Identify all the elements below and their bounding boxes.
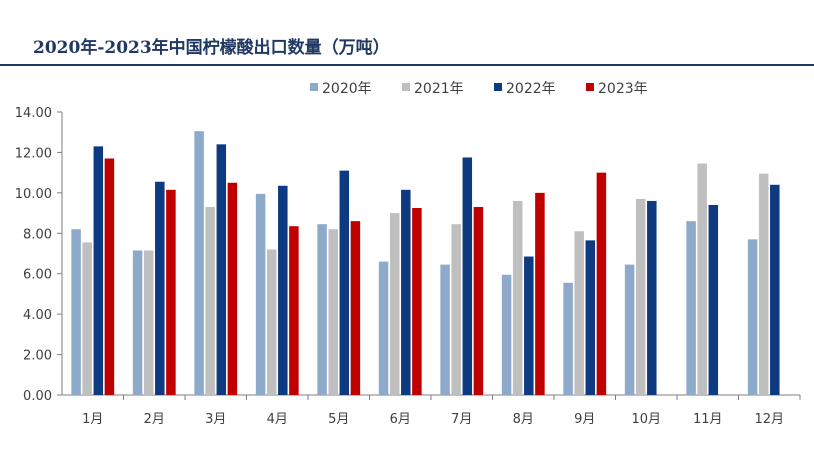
bar xyxy=(289,226,299,395)
bar xyxy=(747,239,758,395)
bar xyxy=(93,146,104,395)
x-tick-label: 5月 xyxy=(328,412,349,427)
bar xyxy=(266,249,277,395)
bar xyxy=(389,213,400,395)
bar xyxy=(697,163,707,395)
legend-label: 2020年 xyxy=(322,81,372,97)
y-tick-label: 0.00 xyxy=(23,389,52,404)
axes: 0.00 2.00 4.00 6.00 8.00 10.00 12.00 14.00 1月 2月 3… xyxy=(15,106,801,427)
legend-label: 2022年 xyxy=(506,81,556,97)
bar xyxy=(255,193,266,395)
bar xyxy=(194,131,204,396)
legend: 2020年 2021年 2022年 2023年 xyxy=(310,81,648,97)
bar xyxy=(708,204,719,395)
bar xyxy=(574,231,584,395)
bar xyxy=(501,274,512,395)
bar xyxy=(624,264,635,395)
bar xyxy=(473,207,484,395)
bar xyxy=(317,224,327,395)
bar xyxy=(770,184,780,395)
legend-swatch xyxy=(402,83,410,91)
bar xyxy=(339,170,350,395)
bar xyxy=(350,221,361,395)
bar xyxy=(585,240,596,395)
x-tick-label: 10月 xyxy=(631,412,661,427)
bar xyxy=(328,229,338,395)
bar xyxy=(155,181,165,395)
bar xyxy=(143,250,154,395)
bar xyxy=(462,157,473,395)
y-tick-label: 6.00 xyxy=(23,268,52,283)
x-tick-label: 4月 xyxy=(267,412,288,427)
bar xyxy=(512,200,523,395)
y-tick-label: 8.00 xyxy=(23,227,52,242)
bar xyxy=(71,229,81,395)
bar xyxy=(440,264,450,395)
x-tick-label: 7月 xyxy=(451,412,472,427)
bar xyxy=(401,189,411,395)
x-tick-label: 11月 xyxy=(693,412,723,427)
legend-swatch xyxy=(310,83,318,91)
legend-label: 2021年 xyxy=(414,81,464,97)
legend-label: 2023年 xyxy=(598,81,648,97)
bar xyxy=(635,198,646,395)
bar xyxy=(647,200,657,395)
y-tick-label: 12.00 xyxy=(15,146,52,161)
bar xyxy=(104,158,115,395)
bar xyxy=(378,261,389,395)
bar xyxy=(205,207,215,395)
x-tick-label: 6月 xyxy=(390,412,411,427)
bar xyxy=(563,282,573,395)
bar xyxy=(278,185,288,395)
x-tick-label: 3月 xyxy=(205,412,226,427)
bar xyxy=(686,221,696,395)
bar xyxy=(82,242,92,395)
bar xyxy=(596,172,607,395)
x-tick-label: 12月 xyxy=(754,412,784,427)
x-tick-label: 1月 xyxy=(82,412,103,427)
bar xyxy=(758,173,769,395)
x-tick-label: 9月 xyxy=(574,412,595,427)
title-rule xyxy=(0,64,814,66)
bar xyxy=(216,144,227,395)
y-tick-label: 14.00 xyxy=(15,106,52,121)
bar xyxy=(132,250,143,395)
bar xyxy=(166,189,176,395)
bar xyxy=(412,208,422,395)
legend-swatch xyxy=(494,83,502,91)
bar xyxy=(535,192,545,395)
legend-swatch xyxy=(586,83,594,91)
y-tick-label: 10.00 xyxy=(15,187,52,202)
bar xyxy=(451,224,461,395)
bar xyxy=(227,182,238,395)
bars xyxy=(71,131,780,396)
x-tick-label: 2月 xyxy=(144,412,165,427)
y-tick-label: 4.00 xyxy=(23,308,52,323)
bar xyxy=(524,256,534,395)
y-tick-label: 2.00 xyxy=(23,349,52,364)
x-tick-label: 8月 xyxy=(513,412,534,427)
chart-title: 2020年-2023年中国柠檬酸出口数量（万吨） xyxy=(33,38,390,58)
